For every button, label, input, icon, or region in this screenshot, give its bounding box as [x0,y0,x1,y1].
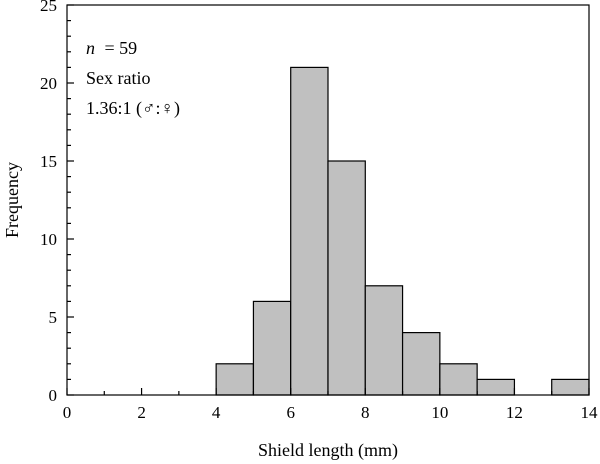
annotation-n-label: n [86,38,95,58]
histogram-bar [327,160,366,396]
x-tick-label: 12 [506,403,523,422]
y-tick-label: 20 [40,74,57,93]
annotation-n: n = 59 [86,38,137,58]
x-tick-label: 10 [431,403,448,422]
y-axis: 0 5 10 15 20 25 [40,0,74,405]
x-tick-label: 14 [581,403,599,422]
annotation-n-value: = 59 [105,38,138,58]
x-tick-label: 4 [212,403,221,422]
y-tick-label: 5 [49,308,58,327]
histogram-bar [252,300,292,396]
histogram-bar [215,363,255,396]
x-tick-label: 6 [286,403,295,422]
x-tick-label: 0 [63,403,72,422]
y-tick-label: 25 [40,0,57,15]
annotation-sex-ratio-value: 1.36:1 (♂:♀) [86,98,180,119]
histogram-bar [364,285,404,396]
y-tick-label: 10 [40,230,57,249]
y-tick-label: 15 [40,152,57,171]
bars-group [215,66,590,396]
y-tick-label: 0 [49,386,58,405]
histogram-bar [476,378,516,396]
histogram-bar [551,378,590,396]
x-tick-label: 2 [137,403,146,422]
annotation-sex-ratio-label: Sex ratio [86,68,151,88]
histogram-bar [439,363,478,396]
y-axis-title: Frequency [2,162,22,238]
x-axis: 0 2 4 6 8 10 12 14 [63,388,598,422]
histogram-bar [290,66,329,396]
histogram-bar [401,332,441,396]
x-axis-title: Shield length (mm) [258,440,398,461]
x-tick-label: 8 [361,403,370,422]
